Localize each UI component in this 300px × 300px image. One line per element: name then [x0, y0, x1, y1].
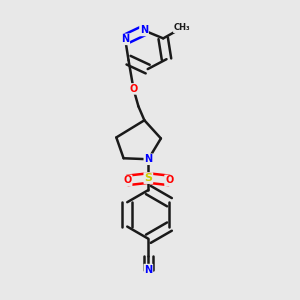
Text: N: N	[140, 26, 148, 35]
Text: O: O	[165, 176, 173, 185]
Text: O: O	[123, 176, 132, 185]
Text: N: N	[121, 34, 129, 44]
Text: N: N	[144, 265, 152, 275]
Text: O: O	[129, 84, 138, 94]
Text: CH₃: CH₃	[174, 23, 190, 32]
Text: N: N	[144, 154, 152, 164]
Text: S: S	[144, 173, 152, 183]
